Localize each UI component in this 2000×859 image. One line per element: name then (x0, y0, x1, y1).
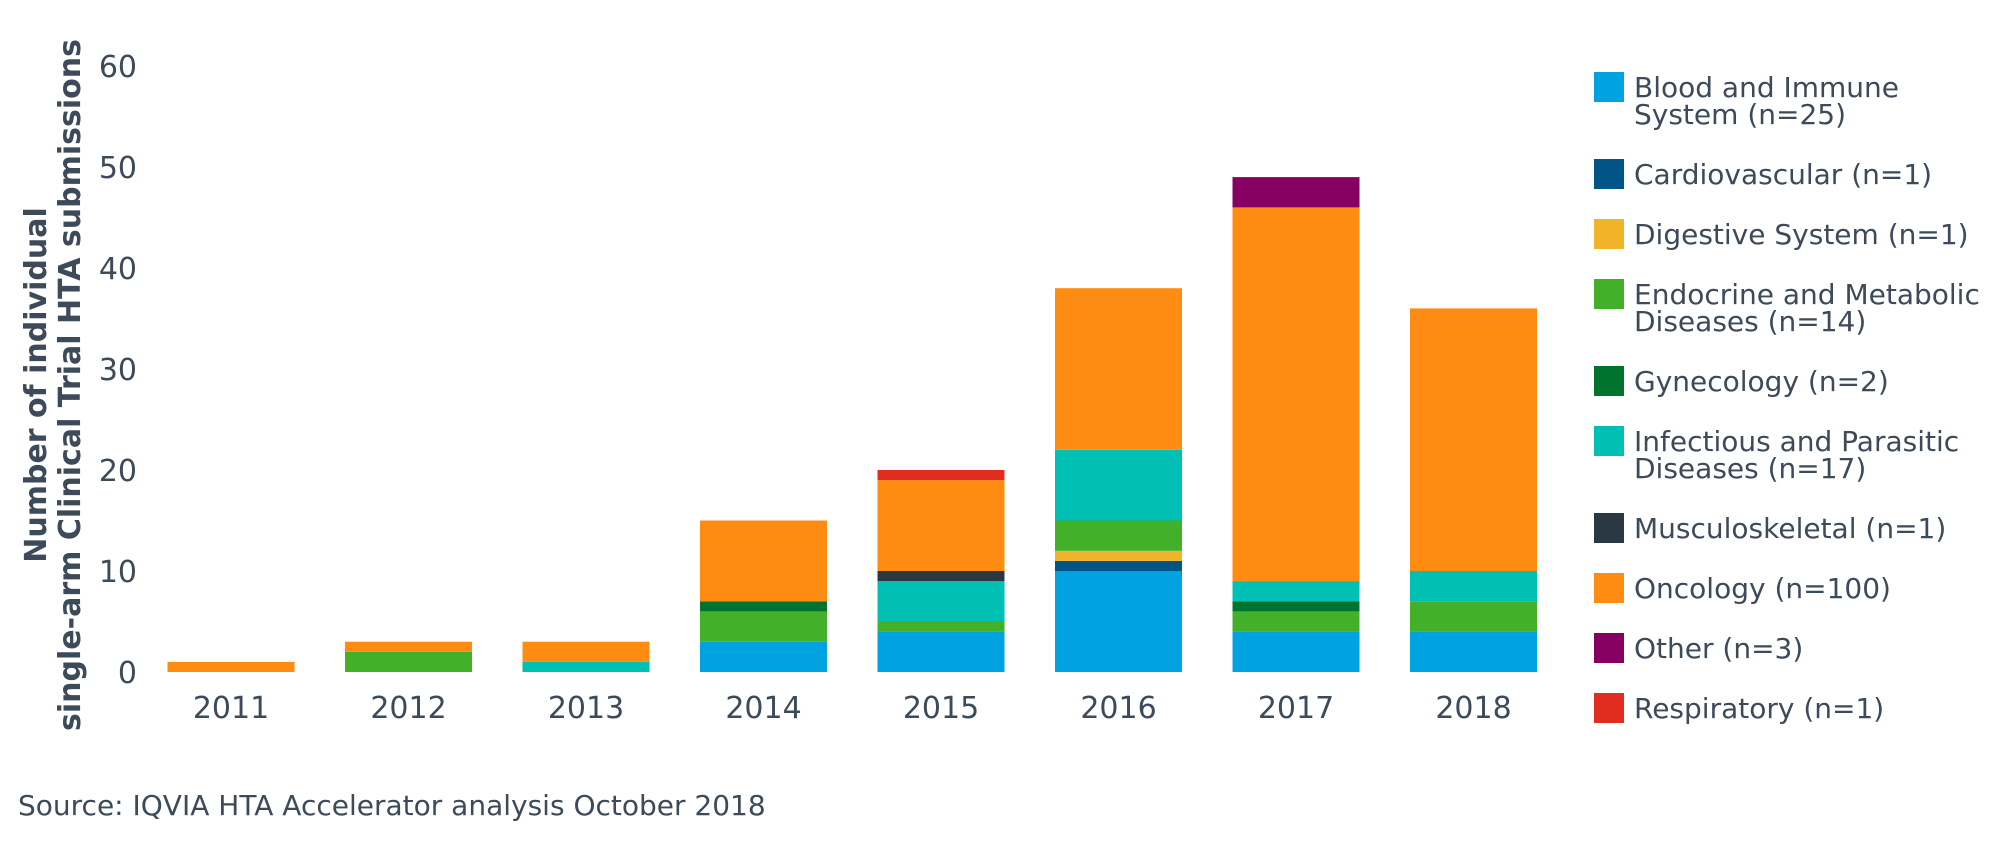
legend-item: Digestive System (n=1) (1594, 218, 1969, 251)
bar-segment (522, 641, 650, 662)
legend-item: Oncology (n=100) (1594, 572, 1891, 605)
legend-label: Gynecology (n=2) (1634, 365, 1889, 398)
bar-segment (167, 661, 295, 672)
bar-segment (1410, 308, 1537, 571)
y-tick-label: 50 (99, 151, 137, 186)
bar-segment (1410, 571, 1537, 602)
source-note: Source: IQVIA HTA Accelerator analysis O… (18, 789, 766, 822)
bar-segment (1232, 581, 1360, 602)
legend-label: Oncology (n=100) (1634, 572, 1891, 605)
bar-segment (877, 631, 1005, 672)
bar-segment (1232, 611, 1360, 632)
bar-segment (1232, 601, 1360, 612)
y-axis-label-line-1: Number of individual (19, 207, 54, 563)
legend-label: Respiratory (n=1) (1634, 692, 1884, 725)
bar-segment (1410, 601, 1537, 632)
legend-swatch (1594, 633, 1624, 663)
bar-segment (1055, 550, 1182, 561)
legend-item: Respiratory (n=1) (1594, 692, 1884, 725)
bar-segment (1055, 520, 1182, 551)
bar-segment (1232, 207, 1360, 582)
bar-segment (1055, 449, 1182, 521)
bar-segment (1055, 288, 1182, 450)
legend-label: Endocrine and Metabolic (1634, 278, 1980, 311)
legend-label: Diseases (n=17) (1634, 452, 1866, 485)
legend-label: Infectious and Parasitic (1634, 425, 1959, 458)
y-tick-label: 40 (99, 252, 137, 287)
x-tick-label: 2018 (1435, 691, 1511, 726)
legend-item: Gynecology (n=2) (1594, 365, 1889, 398)
legend-swatch (1594, 72, 1624, 102)
bar-segment (345, 641, 472, 652)
bar-segment (877, 581, 1005, 622)
legend-swatch (1594, 279, 1624, 309)
legend-swatch (1594, 693, 1624, 723)
x-tick-label: 2016 (1080, 691, 1156, 726)
y-tick-label: 60 (99, 50, 137, 85)
y-tick-label: 20 (99, 454, 137, 489)
bars (167, 177, 1537, 672)
bar-segment (700, 520, 827, 602)
bar-segment (700, 611, 827, 642)
bar-segment (1410, 631, 1537, 672)
x-tick-label: 2011 (193, 691, 269, 726)
legend-swatch (1594, 366, 1624, 396)
bar-segment (1232, 177, 1360, 208)
legend-item: Musculoskeletal (n=1) (1594, 512, 1946, 545)
y-tick-label: 10 (99, 555, 137, 590)
legend-swatch (1594, 513, 1624, 543)
bar-segment (1232, 631, 1360, 672)
bar-segment (877, 571, 1005, 582)
x-tick-label: 2013 (548, 691, 624, 726)
bar-segment (1055, 560, 1182, 571)
bar-segment (877, 480, 1005, 571)
legend-swatch (1594, 219, 1624, 249)
bar-segment (345, 651, 472, 672)
legend-label: Blood and Immune (1634, 71, 1899, 104)
bar-segment (700, 601, 827, 612)
bar-segment (1055, 571, 1182, 672)
bar-segment (877, 470, 1005, 481)
legend-label: Diseases (n=14) (1634, 305, 1866, 338)
y-axis-label-line-2: single-arm Clinical Trial HTA submission… (53, 39, 88, 731)
y-axis-label: Number of individual single-arm Clinical… (19, 39, 88, 731)
x-axis-ticks: 2011 2012 2013 2014 2015 2016 2017 2018 (193, 691, 1512, 726)
legend-swatch (1594, 426, 1624, 456)
legend-label: Cardiovascular (n=1) (1634, 158, 1932, 191)
legend-item: Cardiovascular (n=1) (1594, 158, 1932, 191)
legend-label: Other (n=3) (1634, 632, 1803, 665)
legend-item: Other (n=3) (1594, 632, 1803, 665)
bar-segment (700, 641, 827, 672)
x-tick-label: 2014 (725, 691, 801, 726)
y-tick-label: 0 (118, 656, 137, 691)
legend-label: Digestive System (n=1) (1634, 218, 1969, 251)
y-tick-label: 30 (99, 353, 137, 388)
bar-segment (522, 661, 650, 672)
x-tick-label: 2012 (370, 691, 446, 726)
legend-label: Musculoskeletal (n=1) (1634, 512, 1946, 545)
x-tick-label: 2015 (903, 691, 979, 726)
legend-label: System (n=25) (1634, 98, 1846, 131)
legend-swatch (1594, 573, 1624, 603)
bar-segment (877, 621, 1005, 632)
y-axis-ticks: 0 10 20 30 40 50 60 (99, 50, 137, 691)
legend-swatch (1594, 159, 1624, 189)
x-tick-label: 2017 (1258, 691, 1334, 726)
